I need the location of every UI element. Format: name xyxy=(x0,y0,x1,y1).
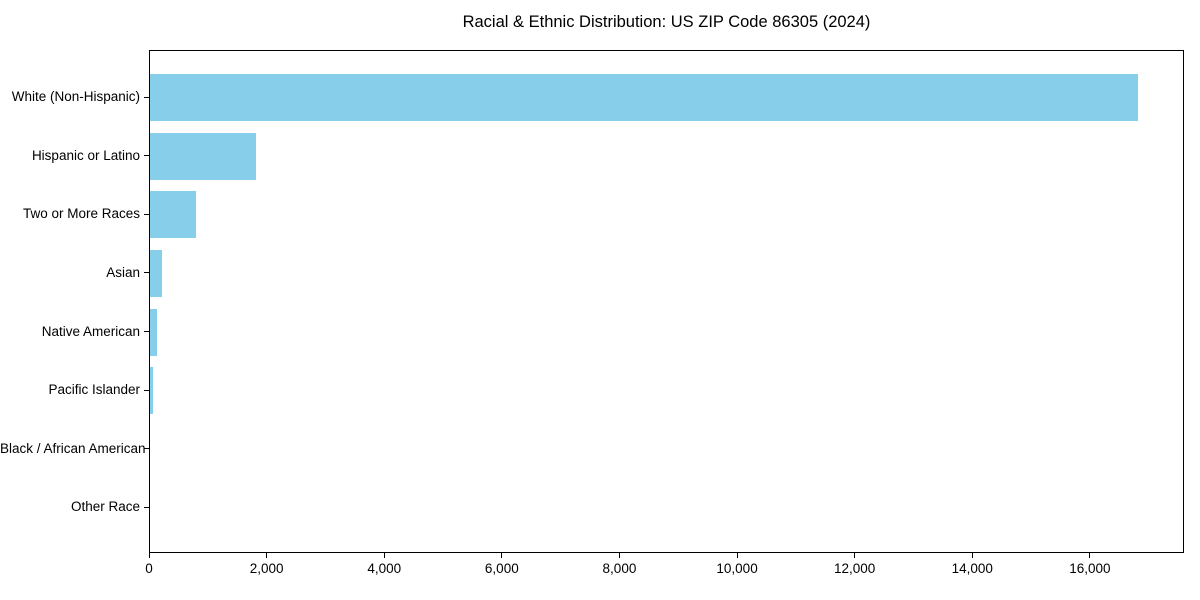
y-tick-label: Native American xyxy=(41,323,140,339)
y-tick-mark xyxy=(144,389,149,391)
y-tick-label: Two or More Races xyxy=(22,206,140,222)
y-tick-label: White (Non-Hispanic) xyxy=(11,89,140,104)
x-tick-label: 12,000 xyxy=(834,561,876,576)
bar xyxy=(150,308,158,356)
y-tick-mark xyxy=(144,448,149,450)
x-tick-label: 8,000 xyxy=(602,561,637,576)
x-tick-label: 10,000 xyxy=(716,561,758,576)
x-tick-mark xyxy=(736,553,738,558)
y-tick-label: Hispanic or Latino xyxy=(31,147,140,163)
x-tick-label: 2,000 xyxy=(249,561,284,576)
bar xyxy=(150,191,197,239)
x-tick-mark xyxy=(148,553,150,558)
x-tick-mark xyxy=(383,553,385,558)
y-tick-mark xyxy=(144,506,149,508)
bar xyxy=(150,367,154,415)
bar xyxy=(150,249,162,297)
y-tick-label: Black / African American xyxy=(0,440,146,456)
x-tick-mark xyxy=(1089,553,1091,558)
x-tick-label: 0 xyxy=(145,561,153,576)
x-tick-label: 16,000 xyxy=(1069,561,1111,576)
x-tick-mark xyxy=(618,553,620,558)
x-tick-label: 6,000 xyxy=(484,561,519,576)
y-tick-mark xyxy=(144,96,149,98)
x-tick-mark xyxy=(501,553,503,558)
bar xyxy=(150,132,256,180)
x-tick-label: 14,000 xyxy=(951,561,993,576)
y-tick-label: Pacific Islander xyxy=(48,382,140,398)
x-tick-mark xyxy=(266,553,268,558)
bar xyxy=(150,74,1138,121)
y-tick-mark xyxy=(144,272,149,274)
x-tick-mark xyxy=(854,553,856,558)
plot-area xyxy=(149,50,1184,553)
y-tick-mark xyxy=(144,213,149,215)
x-tick-label: 4,000 xyxy=(367,561,402,576)
y-tick-mark xyxy=(144,155,149,157)
y-tick-label: Other Race xyxy=(70,499,140,515)
chart-title: Racial & Ethnic Distribution: US ZIP Cod… xyxy=(462,13,871,31)
x-tick-mark xyxy=(971,553,973,558)
y-tick-label: Asian xyxy=(106,264,140,280)
y-tick-mark xyxy=(144,331,149,332)
